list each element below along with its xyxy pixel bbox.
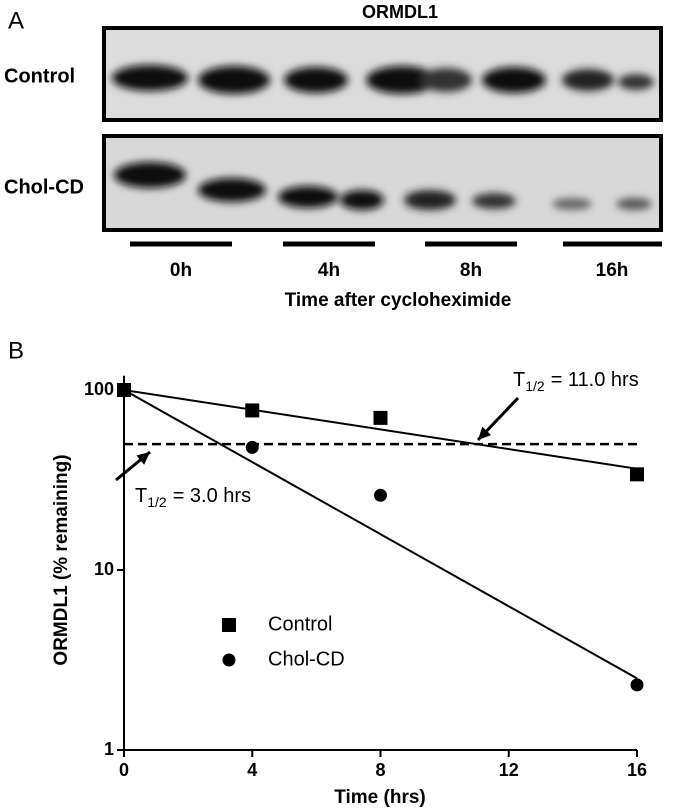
annotation-value: = 11.0 hrs [551,369,639,391]
annotation: T1/2 = 11.0 hrs [513,369,639,393]
marker-square [630,467,644,482]
band [404,190,456,210]
marker-circle [245,440,259,454]
band [618,74,654,90]
x-tick-label: 16 [627,760,647,780]
panel-label: B [8,337,24,364]
band [284,67,348,93]
fit-line [123,389,638,470]
lane-label: 0h [170,260,192,281]
marker-square [373,410,388,425]
x-axis-label: Time (hrs) [334,787,426,808]
annotation-subscript: 1/2 [525,378,545,394]
annotation-symbol: T [513,369,525,391]
lane-label: 8h [460,260,482,281]
band [482,67,546,93]
annotation-subscript: 1/2 [147,494,167,510]
marker-square [245,403,260,418]
band [198,178,266,202]
panel-label: A [8,7,24,34]
x-tick-label: 4 [247,760,257,780]
lane-label: 16h [596,260,629,281]
blot-title: ORMDL1 [362,2,438,22]
legend-marker [222,618,236,632]
y-tick-label: 10 [94,559,114,579]
blot-xlabel: Time after cycloheximide [285,290,512,311]
row-label: Chol-CD [4,176,84,198]
legend-marker [222,653,236,667]
x-tick-label: 12 [499,760,519,780]
annotation-arrowhead [478,426,492,440]
annotation-symbol: T [135,485,147,507]
y-tick-label: 100 [84,379,114,399]
band [562,69,614,91]
annotation-value: = 3.0 hrs [173,485,251,507]
x-tick-label: 8 [375,760,385,780]
row-label: Control [4,65,75,87]
band [114,162,186,188]
band [616,198,652,210]
band [340,190,384,210]
x-tick-label: 0 [119,760,129,780]
marker-circle [117,383,131,397]
legend-label: Chol-CD [268,648,345,670]
annotation-arrowhead [136,452,150,465]
band [552,198,592,210]
blot-frame [102,134,663,232]
band [278,186,338,208]
band [198,66,270,94]
legend-label: Control [268,613,332,635]
marker-circle [630,678,644,692]
y-axis-label: ORMDL1 (% remaining) [51,454,72,665]
band [420,68,472,92]
y-tick-label: 1 [104,739,114,759]
band [472,193,516,209]
lane-label: 4h [318,260,340,281]
annotation: T1/2 = 3.0 hrs [135,485,251,509]
band [366,66,438,94]
marker-circle [374,488,387,502]
fit-line [123,389,638,680]
band [112,65,188,91]
blot-bands [112,65,654,210]
